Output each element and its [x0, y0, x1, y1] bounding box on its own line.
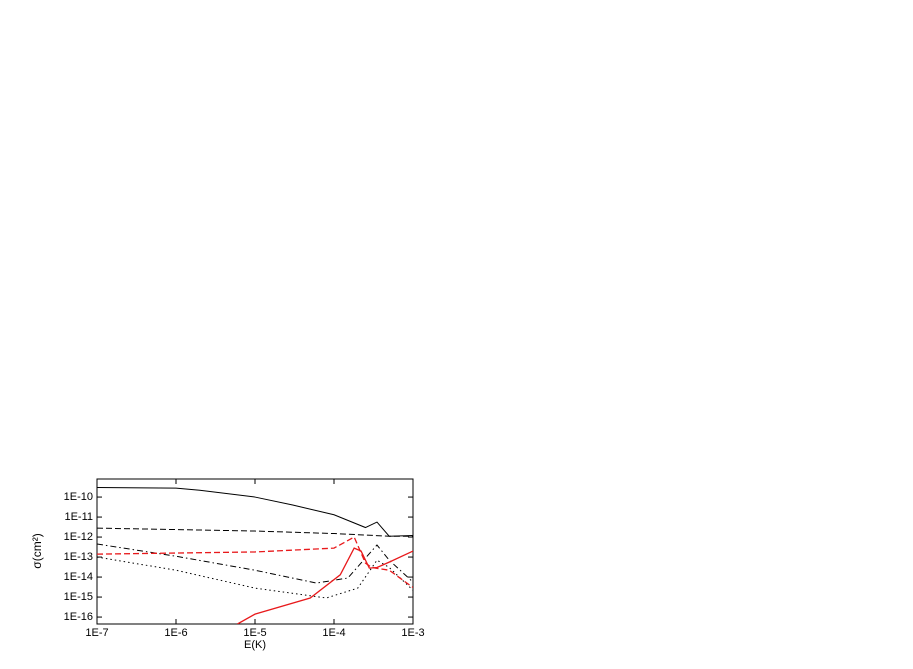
line-series: [97, 556, 413, 599]
x-tick-label: 1E-7: [85, 627, 108, 639]
y-tick-label: 1E-14: [64, 571, 93, 583]
line-series: [237, 547, 413, 624]
line-series: [97, 527, 413, 537]
x-tick-label: 1E-6: [164, 627, 187, 639]
x-tick-label: 1E-5: [243, 627, 266, 639]
y-tick-label: 1E-13: [64, 551, 93, 563]
line-series: [97, 487, 413, 537]
y-tick-label: 1E-10: [64, 491, 93, 503]
line-series: [97, 536, 413, 589]
x-axis-label: E(K): [244, 639, 266, 651]
y-tick-label: 1E-15: [64, 591, 93, 603]
plot-area: [97, 487, 413, 624]
x-tick-label: 1E-3: [401, 627, 424, 639]
y-tick-label: 1E-16: [64, 611, 93, 623]
y-tick-label: 1E-11: [64, 511, 93, 523]
y-tick-label: 1E-12: [64, 531, 93, 543]
x-tick-label: 1E-4: [322, 627, 345, 639]
y-axis-label: σ(cm²): [30, 533, 44, 568]
